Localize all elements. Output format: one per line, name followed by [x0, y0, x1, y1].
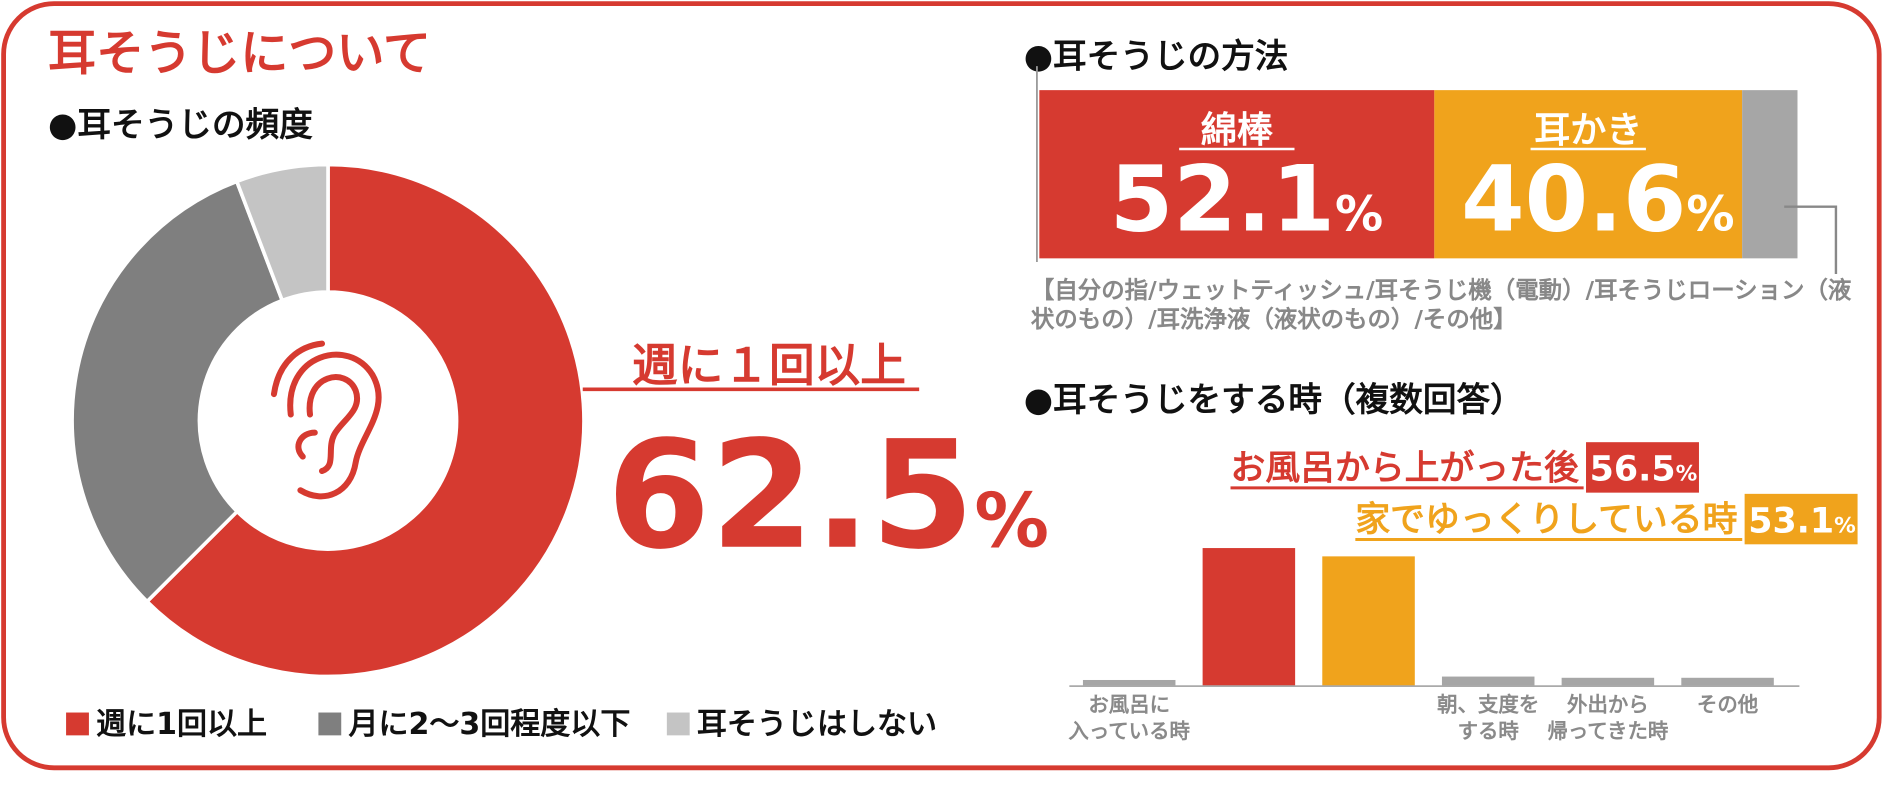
- value-label: 62.5%: [607, 410, 1049, 583]
- bar: [1441, 676, 1535, 687]
- annotation: 家でゆっくりしている時: [1355, 500, 1737, 540]
- bar: [1082, 679, 1176, 687]
- bar-segment: [1742, 90, 1798, 259]
- x-tick-label-box: 外出から 帰ってきた時: [1547, 693, 1669, 744]
- bar: [1681, 677, 1774, 687]
- leader-line: [1784, 205, 1838, 274]
- ear-wave: [295, 429, 318, 460]
- value-label: 52.1%: [1110, 146, 1383, 253]
- legend-label: 週に1回以上: [96, 707, 267, 742]
- x-tick-label: お風呂に 入っている時: [1068, 693, 1190, 744]
- x-tick-label-box: 朝、支度を する時: [1437, 693, 1540, 744]
- value-box: [1586, 442, 1699, 493]
- x-tick-label: 外出から 帰ってきた時: [1547, 693, 1669, 744]
- ear-icon: [270, 340, 382, 500]
- bar: [1561, 677, 1655, 687]
- x-tick-label-box: お風呂に 入っている時: [1068, 693, 1190, 744]
- bar-segment: [1039, 90, 1435, 259]
- segment-note: 【自分の指/ウェットティッシュ/耳そうじ機（電動）/耳そうじローション（液状のも…: [1030, 276, 1852, 333]
- value-label: 56.5%: [1590, 450, 1698, 490]
- ear-inner: [306, 374, 361, 475]
- donut-slice: [144, 162, 586, 679]
- bar: [1322, 556, 1415, 687]
- segment-note-box: 【自分の指/ウェットティッシュ/耳そうじ機（電動）/耳そうじローション（液状のも…: [1030, 276, 1852, 333]
- page-title: 耳そうじについて: [48, 26, 431, 82]
- donut-slice: [234, 162, 330, 303]
- x-tick-label: その他: [1696, 693, 1759, 718]
- ear-outline: [287, 351, 382, 500]
- legend-swatch: [666, 712, 690, 736]
- value-label: 53.1%: [1748, 501, 1856, 541]
- legend-swatch: [318, 712, 342, 736]
- x-tick-label: 朝、支度を する時: [1437, 693, 1540, 744]
- section-title: ●耳そうじをする時（複数回答）: [1024, 380, 1524, 419]
- legend-swatch: [66, 712, 89, 736]
- x-tick-label-box: その他: [1696, 693, 1759, 718]
- section-title: ●耳そうじの方法: [1024, 36, 1289, 75]
- annotation: お風呂から上がった後: [1231, 448, 1580, 488]
- segment-name: 耳かき: [1534, 110, 1642, 151]
- bar: [1202, 548, 1296, 687]
- legend-label: 月に2〜3回程度以下: [348, 707, 630, 742]
- section-title: ●耳そうじの頻度: [48, 105, 313, 144]
- annotation: 週に１回以上: [632, 339, 906, 392]
- value-label: 40.6%: [1461, 146, 1734, 253]
- value-box: [1744, 493, 1858, 545]
- bar-segment: [1434, 90, 1743, 259]
- segment-name: 綿棒: [1201, 110, 1274, 151]
- donut-slice: [70, 179, 285, 605]
- ear-wave: [270, 340, 326, 398]
- legend-label: 耳そうじはしない: [697, 707, 937, 742]
